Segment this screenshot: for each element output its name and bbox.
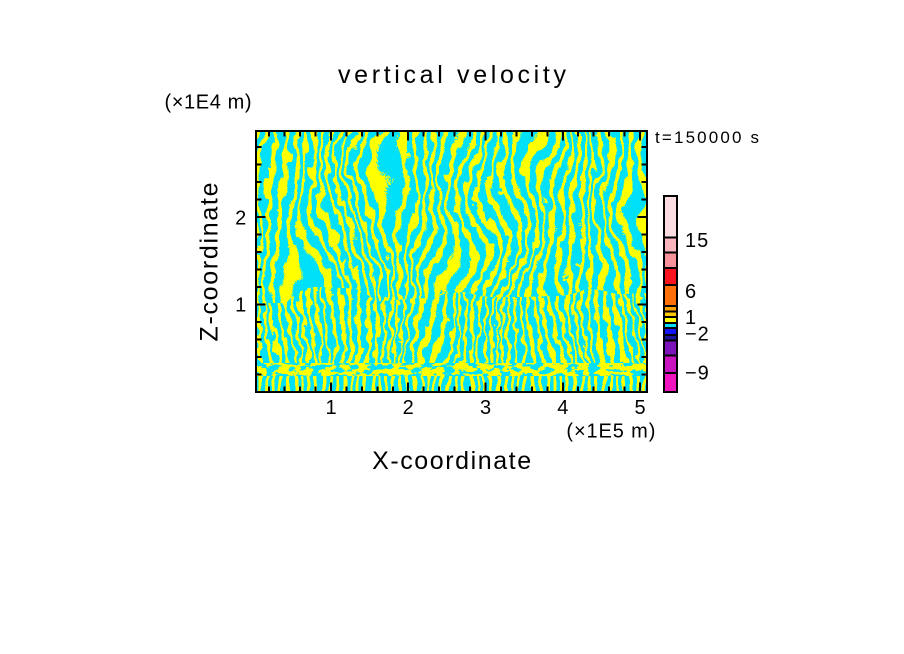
svg-text:(×1E5 m): (×1E5 m) <box>566 420 655 442</box>
svg-text:Z-coordinate: Z-coordinate <box>196 183 224 342</box>
svg-text:2: 2 <box>403 397 414 419</box>
svg-text:(×1E4 m): (×1E4 m) <box>165 92 252 114</box>
svg-text:X-coordinate: X-coordinate <box>372 447 531 475</box>
svg-text:6: 6 <box>685 281 697 303</box>
svg-text:vertical velocity: vertical velocity <box>338 61 567 89</box>
svg-text:−9: −9 <box>685 362 710 384</box>
svg-text:1: 1 <box>325 397 336 419</box>
svg-text:3: 3 <box>480 397 491 419</box>
svg-text:1: 1 <box>685 307 697 329</box>
svg-text:15: 15 <box>685 230 709 252</box>
svg-text:1: 1 <box>235 295 246 317</box>
svg-text:5: 5 <box>634 397 645 419</box>
svg-text:2: 2 <box>235 207 246 229</box>
svg-text:4: 4 <box>557 397 568 419</box>
svg-text:−2: −2 <box>685 323 710 345</box>
